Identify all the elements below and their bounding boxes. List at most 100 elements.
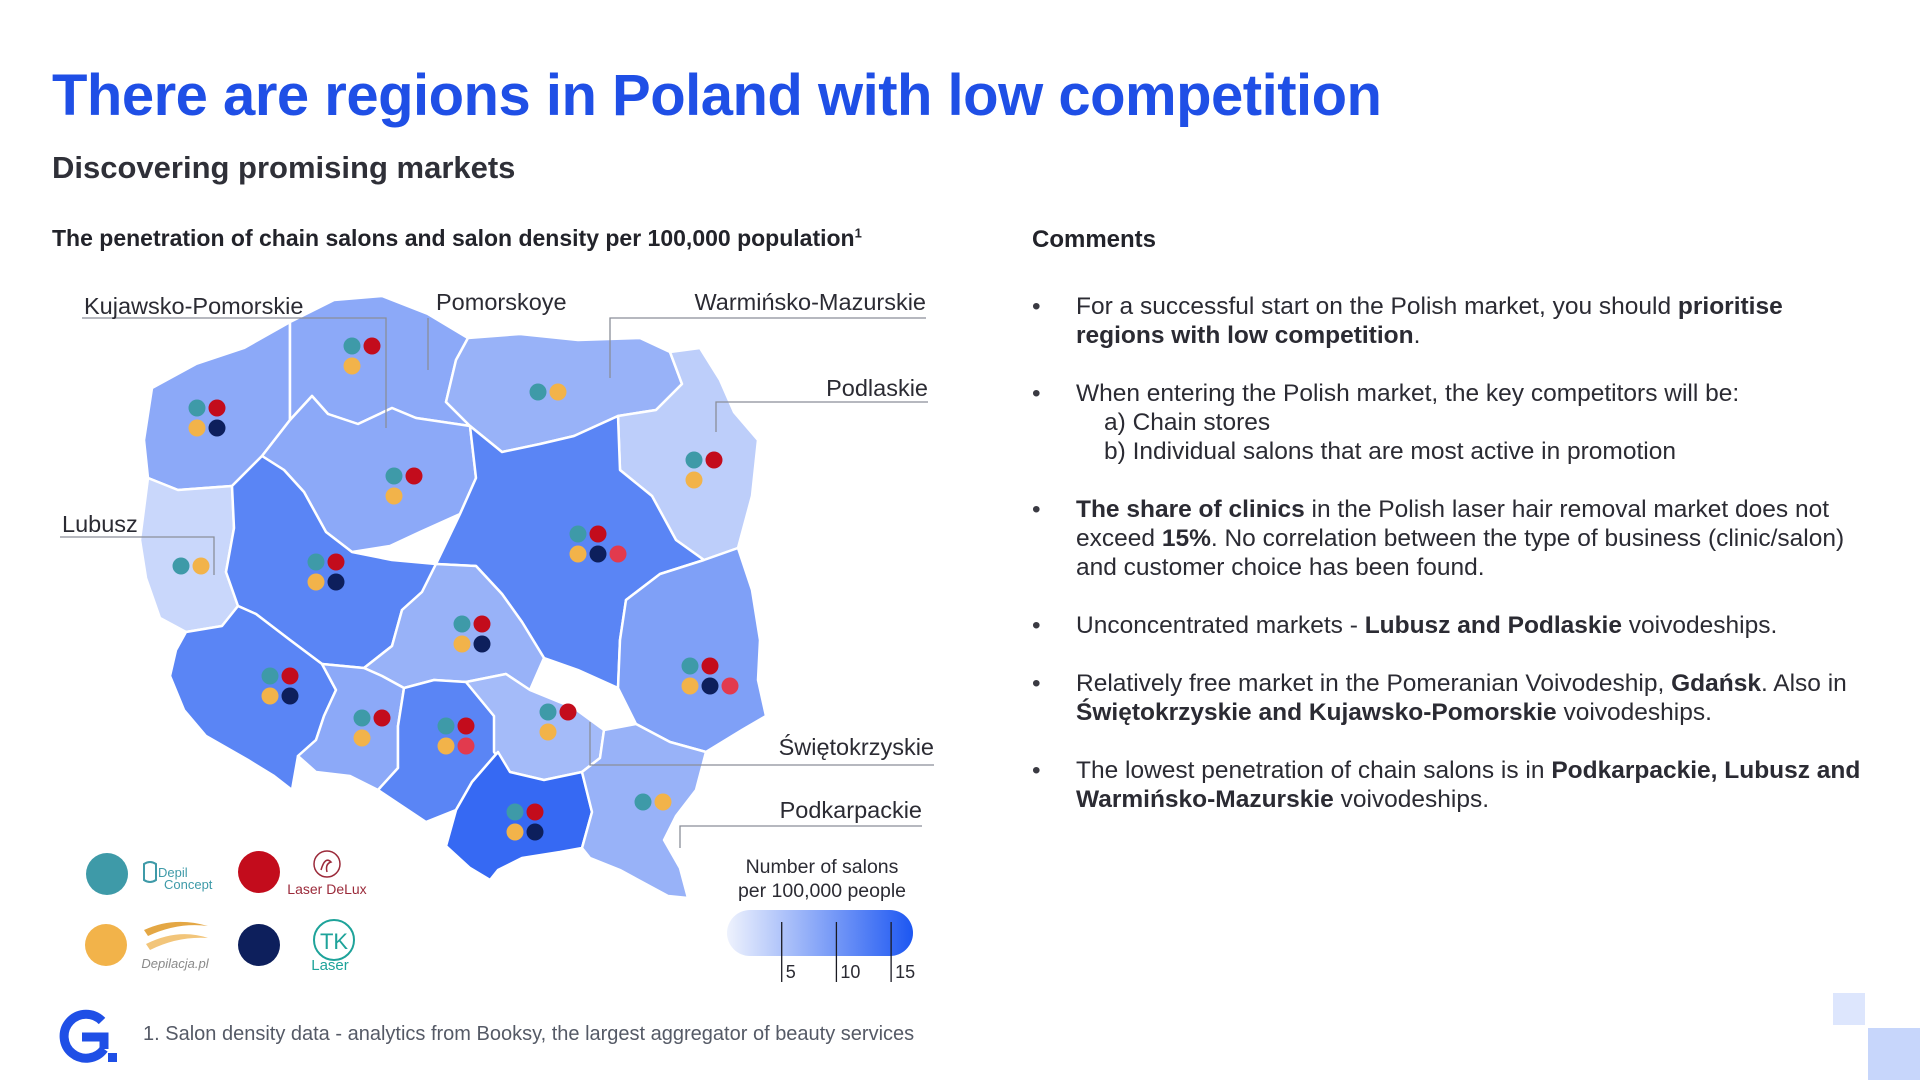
comment-text: . — [1413, 322, 1421, 349]
marker-podlaskie-laser-delux — [705, 451, 723, 469]
marker-layer — [172, 337, 739, 841]
bullet-icon: • — [1032, 293, 1041, 320]
bullet-icon: • — [1032, 670, 1041, 697]
marker-pomorskoye-depil-concept — [343, 337, 361, 355]
marker-lodzkie-laser-delux — [473, 615, 491, 633]
logo-dot — [108, 1053, 117, 1062]
comment-text: . Also in — [1761, 670, 1847, 697]
marker-swietokrzyskie-depil-concept — [539, 703, 557, 721]
marker-kujawsko-pomorskie-laser-delux — [405, 467, 423, 485]
marker-pomorskoye-depilacja-pl — [343, 357, 361, 375]
marker-pomorskoye-laser-delux — [363, 337, 381, 355]
marker-zachodniopomorskie-laser-delux — [208, 399, 226, 417]
depil-concept-line2: Concept — [164, 877, 213, 892]
marker-malopolskie-tk-laser — [526, 823, 544, 841]
marker-podlaskie-depilacja-pl — [685, 471, 703, 489]
laser-delux-logo: Laser DeLux — [287, 850, 367, 897]
marker-podkarpackie-depilacja-pl — [654, 793, 672, 811]
corner-decoration-large — [1868, 1028, 1920, 1080]
comment-item: • Relatively free market in the Pomerania… — [1032, 669, 1862, 727]
comment-item: • The lowest penetration of chain salons … — [1032, 756, 1862, 814]
depilacja-wave2-icon — [146, 934, 208, 950]
marker-mazowieckie-laser-delux — [589, 525, 607, 543]
marker-warminsko-mazurskie-depilacja-pl — [549, 383, 567, 401]
depil-concept-logo: Depil Concept — [143, 861, 213, 892]
comment-emphasis: Podkarpackie, Lubusz and Warmińsko-Mazur… — [1076, 757, 1861, 813]
region-opolskie — [296, 662, 406, 792]
comments-heading: Comments — [1032, 226, 1157, 253]
marker-dolnoslaskie-depilacja-pl — [261, 687, 279, 705]
marker-lubelskie-tk-laser — [701, 677, 719, 695]
marker-wielkopolskie-laser-delux — [327, 553, 345, 571]
tk-laser-logo: TK Laser — [311, 919, 355, 974]
marker-malopolskie-depil-concept — [506, 803, 524, 821]
comment-text: The lowest penetration of chain salons i… — [1076, 757, 1552, 784]
scale-ticks: 5 10 15 — [781, 922, 915, 982]
comment-emphasis: prioritise regions with low competition — [1076, 293, 1783, 349]
legend-dot-laser-delux — [238, 851, 280, 893]
comment-text: in the Polish laser hair removal market … — [1076, 496, 1830, 552]
marker-dolnoslaskie-depil-concept — [261, 667, 279, 685]
marker-zachodniopomorskie-depil-concept — [188, 399, 206, 417]
footnote: 1. Salon density data - analytics from B… — [143, 1023, 915, 1045]
laser-delux-emblem-icon — [313, 850, 341, 878]
label-podlaskie: Podlaskie — [826, 375, 928, 401]
comment-text: . No correlation between the type of bus… — [1076, 525, 1845, 581]
label-lubusz: Lubusz — [62, 511, 138, 537]
marker-podlaskie-depil-concept — [685, 451, 703, 469]
marker-lodzkie-depilacja-pl — [453, 635, 471, 653]
bullet-icon: • — [1032, 757, 1041, 784]
scale-tick-label-10: 10 — [840, 962, 860, 982]
corner-decoration-small — [1833, 993, 1865, 1025]
legend-dot-depil-concept — [86, 853, 128, 895]
marker-lubelskie-extra — [721, 677, 739, 695]
comment-emphasis: 15% — [1161, 525, 1211, 552]
comment-item: • When entering the Polish market, the ke… — [1032, 379, 1862, 466]
depil-concept-line1: Depil — [158, 865, 188, 880]
marker-slaskie-depilacja-pl — [437, 737, 455, 755]
scale-tick-label-5: 5 — [786, 962, 796, 982]
label-kujawsko-pomorskie: Kujawsko-Pomorskie — [84, 293, 303, 319]
comment-text: voivodeships. — [1333, 786, 1490, 813]
map-heading: The penetration of chain salons and salo… — [52, 225, 862, 252]
marker-zachodniopomorskie-depilacja-pl — [188, 419, 206, 437]
depilacja-pl-text: Depilacja.pl — [141, 956, 209, 971]
comment-text: Unconcentrated markets - — [1076, 612, 1365, 639]
scale-tick-label-15: 15 — [895, 962, 915, 982]
laser-delux-text: Laser DeLux — [287, 881, 366, 897]
marker-opolskie-depil-concept — [353, 709, 371, 727]
label-pomorskoye: Pomorskoye — [436, 289, 567, 315]
logo-arc — [59, 1009, 108, 1063]
marker-lodzkie-tk-laser — [473, 635, 491, 653]
comment-text: voivodeships. — [1556, 699, 1712, 726]
marker-dolnoslaskie-tk-laser — [281, 687, 299, 705]
comment-item: • Unconcentrated markets - Lubusz and Pod… — [1032, 611, 1862, 640]
comment-subitem: b) Individual salons that are most activ… — [1104, 438, 1676, 465]
region-podkarpackie — [580, 722, 708, 900]
scale-gradient-bar — [727, 910, 913, 956]
bullet-icon: • — [1032, 612, 1041, 639]
marker-slaskie-laser-delux — [457, 717, 475, 735]
density-scale-legend: Number of salons per 100,000 people 5 10 1… — [727, 856, 915, 982]
legend-dot-depilacja-pl — [85, 924, 127, 966]
scale-title-line1: Number of salons — [746, 856, 899, 878]
marker-lubelskie-depil-concept — [681, 657, 699, 675]
comment-text: voivodeships. — [1622, 612, 1778, 639]
marker-slaskie-extra — [457, 737, 475, 755]
label-podkarpackie: Podkarpackie — [780, 797, 922, 823]
comment-text: Relatively free market in the Pomeranian… — [1076, 670, 1672, 697]
comment-item: • For a successful start on the Polish ma… — [1032, 292, 1862, 350]
callout-lines — [60, 317, 934, 848]
depilacja-wave-icon — [144, 921, 208, 936]
tk-laser-ring-icon — [313, 919, 355, 961]
region-lubusz — [138, 476, 240, 634]
bullet-icon: • — [1032, 496, 1041, 523]
marker-wielkopolskie-tk-laser — [327, 573, 345, 591]
marker-mazowieckie-depilacja-pl — [569, 545, 587, 563]
legend-dot-tk-laser — [238, 924, 280, 966]
depilacja-pl-logo: Depilacja.pl — [141, 921, 210, 971]
scale-title-line2: per 100,000 people — [738, 880, 906, 902]
comment-emphasis: Lubusz and Podlaskie — [1364, 612, 1622, 639]
brand-legend: Depil Concept Laser DeLux Depilacja.pl T… — [85, 850, 367, 974]
marker-opolskie-depilacja-pl — [353, 729, 371, 747]
